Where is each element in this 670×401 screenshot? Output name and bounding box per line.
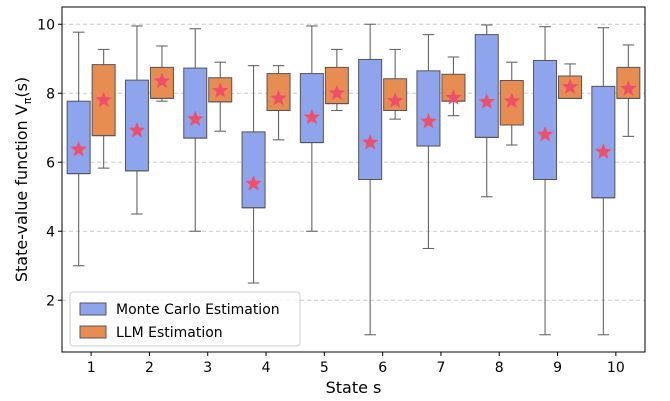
box-body — [66, 100, 91, 175]
mean-star-marker — [420, 112, 437, 129]
box-llm-state-5 — [324, 48, 349, 112]
x-tick-label-5: 5 — [320, 360, 329, 376]
box-llm-state-6 — [383, 48, 408, 120]
legend: Monte Carlo Estimation LLM Estimation — [69, 291, 301, 347]
box-llm-state-8 — [499, 61, 524, 146]
gridlines — [62, 23, 645, 301]
y-axis-ticks: 2 4 6 8 10 — [37, 17, 62, 309]
box-monte-carlo-state-4 — [241, 65, 266, 284]
box-body — [416, 70, 441, 147]
box-monte-carlo-state-1 — [66, 31, 91, 267]
box-llm-state-3 — [208, 61, 233, 132]
box-body — [299, 73, 324, 144]
mean-star-marker — [503, 92, 521, 109]
x-tick-label-6: 6 — [378, 360, 387, 376]
mean-star-marker — [70, 140, 87, 157]
mean-star-marker — [536, 125, 554, 142]
y-tick-label-2: 2 — [46, 293, 55, 309]
x-tick-label-8: 8 — [495, 360, 504, 376]
plot-area-frame — [61, 6, 646, 353]
box-monte-carlo-state-9 — [533, 26, 558, 336]
mean-star-marker — [211, 82, 229, 98]
box-llm-state-10 — [616, 44, 641, 137]
y-axis-title-subscript: π — [21, 97, 34, 104]
legend-swatch-llm — [79, 325, 107, 339]
x-tick-label-2: 2 — [145, 360, 154, 376]
mean-star-marker — [478, 93, 496, 109]
box-body — [183, 67, 208, 139]
y-axis-title-main: State-value function V — [12, 104, 31, 282]
mean-star-marker — [245, 174, 262, 191]
mean-star-marker — [445, 89, 462, 105]
box-monte-carlo-state-10 — [591, 27, 616, 336]
y-tick-label-4: 4 — [46, 224, 55, 240]
mean-star-marker — [95, 91, 112, 108]
x-tick-label-3: 3 — [203, 360, 212, 376]
box-llm-state-9 — [558, 63, 583, 99]
x-tick-label-4: 4 — [262, 360, 271, 376]
y-tick-label-8: 8 — [46, 86, 55, 102]
y-tick-label-6: 6 — [46, 155, 55, 171]
box-body — [533, 59, 558, 180]
mean-star-marker — [620, 80, 637, 96]
legend-label-monte-carlo: Monte Carlo Estimation — [116, 302, 280, 318]
box-llm-state-2 — [149, 45, 174, 102]
y-tick-label-10: 10 — [37, 17, 55, 33]
legend-swatch-monte-carlo — [79, 302, 107, 316]
box-body — [241, 131, 266, 209]
box-llm-state-7 — [441, 56, 466, 117]
x-tick-label-1: 1 — [87, 360, 96, 376]
x-tick-label-7: 7 — [436, 360, 445, 376]
mean-star-marker — [153, 72, 171, 89]
box-monte-carlo-state-2 — [124, 25, 149, 215]
y-axis-title-tail: (s) — [12, 77, 31, 98]
box-body — [358, 58, 383, 180]
y-axis-title: State-value function Vπ(s) — [12, 77, 34, 282]
box-monte-carlo-state-5 — [299, 25, 324, 232]
box-body — [474, 34, 499, 138]
legend-frame — [69, 291, 301, 347]
box-monte-carlo-state-8 — [474, 24, 499, 198]
x-tick-label-9: 9 — [553, 360, 562, 376]
mean-star-marker — [328, 84, 346, 101]
box-plot-series — [66, 23, 641, 336]
mean-star-marker — [595, 143, 612, 159]
x-axis-title: State s — [326, 378, 382, 397]
x-tick-label-10: 10 — [607, 360, 625, 376]
box-llm-state-4 — [266, 65, 291, 141]
mean-star-marker — [303, 108, 321, 125]
box-body — [591, 85, 616, 199]
mean-star-marker — [561, 78, 579, 95]
box-monte-carlo-state-7 — [416, 34, 441, 250]
legend-label-llm: LLM Estimation — [116, 325, 223, 341]
mean-star-marker — [128, 121, 146, 138]
x-axis-ticks: 1 2 3 4 5 6 7 8 9 10 — [87, 352, 625, 376]
mean-star-marker — [270, 89, 287, 106]
box-llm-state-1 — [91, 48, 116, 169]
mean-star-marker — [361, 133, 379, 150]
box-monte-carlo-state-3 — [183, 28, 208, 232]
box-monte-carlo-state-6 — [358, 23, 383, 336]
mean-star-marker — [186, 110, 204, 127]
mean-star-marker — [386, 92, 404, 108]
